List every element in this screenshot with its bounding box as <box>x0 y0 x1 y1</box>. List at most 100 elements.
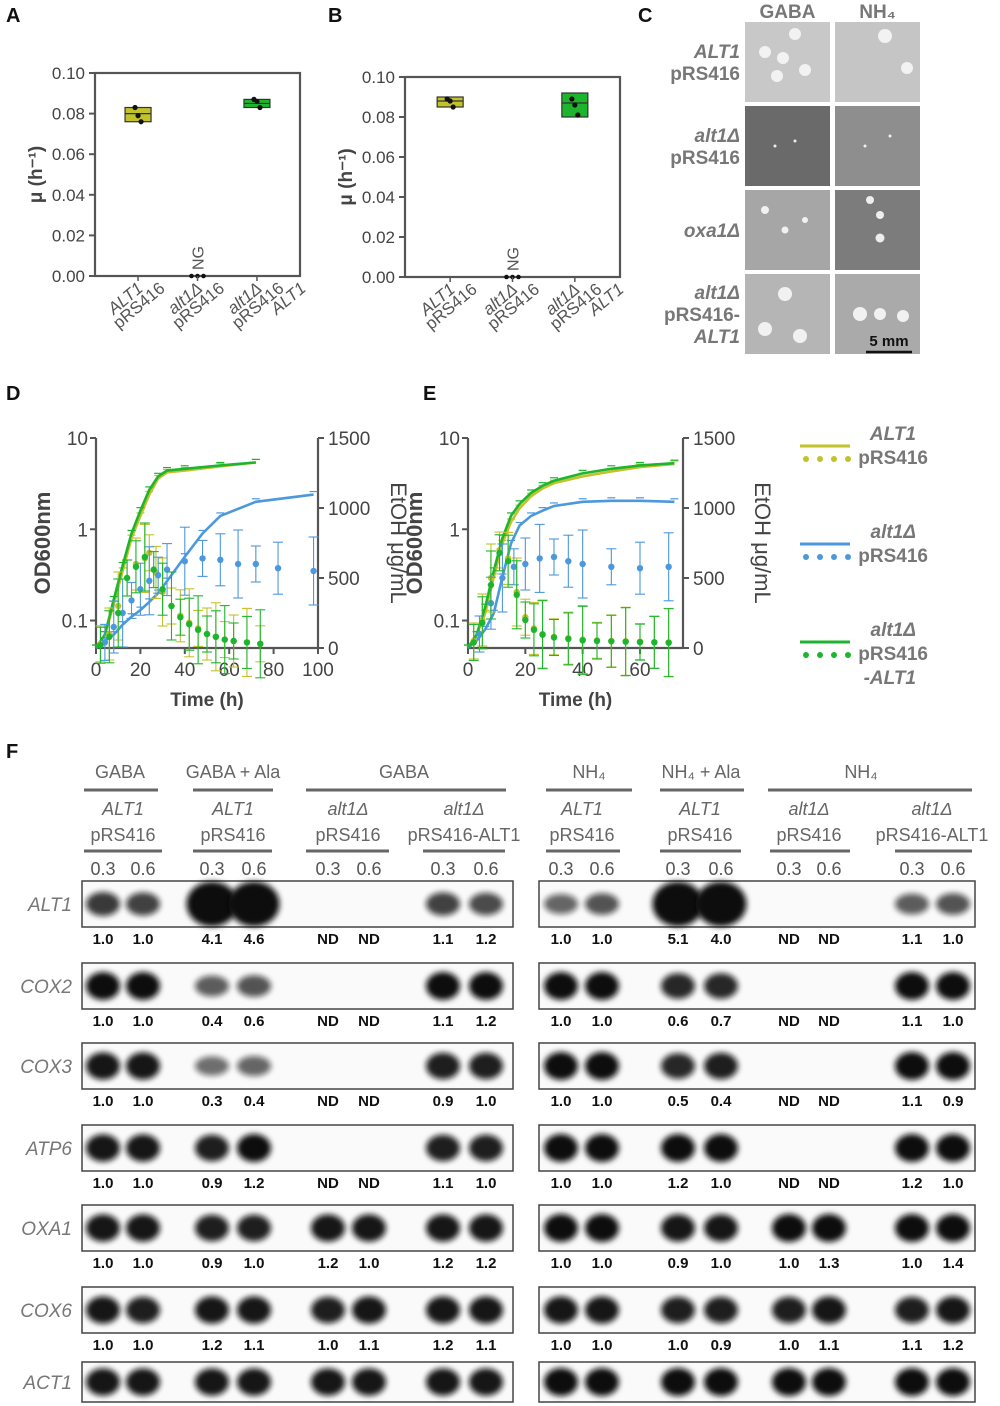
x-tick-label: 60 <box>629 660 650 681</box>
band-quantification: 0.9 <box>202 1255 223 1272</box>
strain-label-line2: pRS416 <box>549 825 614 845</box>
x-tick-label: 0 <box>91 660 102 681</box>
od-label: 0.6 <box>589 859 614 879</box>
plate-row-label: alt1Δ <box>695 283 741 304</box>
data-point <box>575 112 581 118</box>
legend-label: pRS416 <box>858 644 928 665</box>
blot-band <box>704 1214 738 1242</box>
band-quantification: ND <box>818 1013 840 1030</box>
panel-letter-f: F <box>6 741 18 763</box>
od-label: 0.6 <box>356 859 381 879</box>
band-quantification: ND <box>358 1175 380 1192</box>
plate-row-label: ALT1 <box>693 327 740 348</box>
blot-band <box>661 1134 695 1162</box>
band-quantification: ND <box>818 1093 840 1110</box>
blot-band <box>469 1052 503 1080</box>
strain-label-line1: alt1Δ <box>788 799 829 819</box>
colony <box>771 70 783 82</box>
band-quantification: 1.0 <box>133 1255 154 1272</box>
od-label: 0.6 <box>708 859 733 879</box>
condition-label: GABA <box>95 762 145 782</box>
panel-letter-d: D <box>6 383 20 405</box>
band-quantification: 1.0 <box>551 1013 572 1030</box>
data-point <box>201 273 206 279</box>
band-quantification: 1.0 <box>711 1175 732 1192</box>
blot-band <box>585 972 619 1000</box>
panel-letter-a: A <box>6 5 20 27</box>
blot-band <box>311 1214 345 1242</box>
blot-band <box>661 973 695 999</box>
y-tick-label: 1 <box>77 520 88 541</box>
gene-label: OXA1 <box>21 1219 72 1240</box>
colony <box>773 144 777 148</box>
band-quantification: 1.3 <box>819 1255 840 1272</box>
band-quantification: 0.9 <box>433 1093 454 1110</box>
blot-band <box>195 1056 229 1076</box>
band-quantification: 1.0 <box>551 1093 572 1110</box>
band-quantification: 1.2 <box>476 1013 497 1030</box>
band-quantification: 0.5 <box>668 1093 689 1110</box>
blot-band <box>772 1368 806 1396</box>
blot-band <box>652 881 704 927</box>
y-axis-label: OD600nm <box>402 492 427 595</box>
data-point <box>572 102 578 108</box>
blot-band <box>812 1296 846 1324</box>
od-label: 0.3 <box>430 859 455 879</box>
blot-band <box>469 892 503 916</box>
blot-band <box>544 1134 578 1162</box>
band-quantification: ND <box>317 1093 339 1110</box>
blot-band <box>585 1296 619 1324</box>
band-quantification: 1.0 <box>133 1175 154 1192</box>
strain-label-line1: ALT1 <box>678 799 721 819</box>
band-quantification: 0.9 <box>711 1337 732 1354</box>
agar-plate-image <box>835 190 920 270</box>
legend-label: pRS416 <box>858 546 928 567</box>
band-quantification: 1.0 <box>93 931 114 948</box>
blot-band <box>895 1296 929 1324</box>
blot-band <box>469 1296 503 1324</box>
legend-dot-swatch <box>831 456 837 462</box>
blot-band <box>426 1052 460 1080</box>
y-tick-label: 0.02 <box>362 228 395 247</box>
y-axis-label: μ (h⁻¹) <box>26 146 47 204</box>
band-quantification: 1.0 <box>902 1255 923 1272</box>
blot-band <box>936 972 970 1000</box>
strain-label-line2: pRS416 <box>200 825 265 845</box>
y-tick-label: 0.08 <box>52 105 85 124</box>
blot-band <box>426 1296 460 1324</box>
band-quantification: 1.1 <box>902 1337 923 1354</box>
y-tick-label: 0.00 <box>362 268 395 287</box>
y-axis-label: μ (h⁻¹) <box>336 148 357 206</box>
y-tick-label: 0.02 <box>52 226 85 245</box>
band-quantification: 1.0 <box>93 1337 114 1354</box>
no-growth-label: NG <box>191 246 208 270</box>
colony <box>878 29 892 43</box>
plate-row-label: pRS416- <box>664 305 740 326</box>
gene-label: ACT1 <box>22 1373 72 1394</box>
band-quantification: 1.0 <box>943 1013 964 1030</box>
y2-tick-label: 0 <box>693 639 704 660</box>
blot-band <box>585 1368 619 1396</box>
blot-band <box>195 1296 229 1324</box>
blot-band <box>469 1368 503 1396</box>
colony <box>802 217 808 223</box>
blot-band <box>186 881 238 927</box>
band-quantification: 5.1 <box>668 931 689 948</box>
blot-band <box>936 1368 970 1396</box>
blot-band <box>237 1134 271 1162</box>
condition-label: NH₄ <box>572 762 605 782</box>
band-quantification: 1.0 <box>244 1255 265 1272</box>
colony <box>761 206 769 214</box>
blot-band <box>469 1214 503 1242</box>
gene-label: ALT1 <box>27 895 72 916</box>
band-quantification: ND <box>358 1093 380 1110</box>
blot-band <box>237 1214 271 1242</box>
band-quantification: 1.0 <box>93 1013 114 1030</box>
colony <box>863 144 867 148</box>
blot-band <box>469 1134 503 1162</box>
legend-dot-swatch <box>831 554 837 560</box>
blot-band <box>426 1214 460 1242</box>
data-point <box>132 104 138 111</box>
blot-band <box>544 1214 578 1242</box>
